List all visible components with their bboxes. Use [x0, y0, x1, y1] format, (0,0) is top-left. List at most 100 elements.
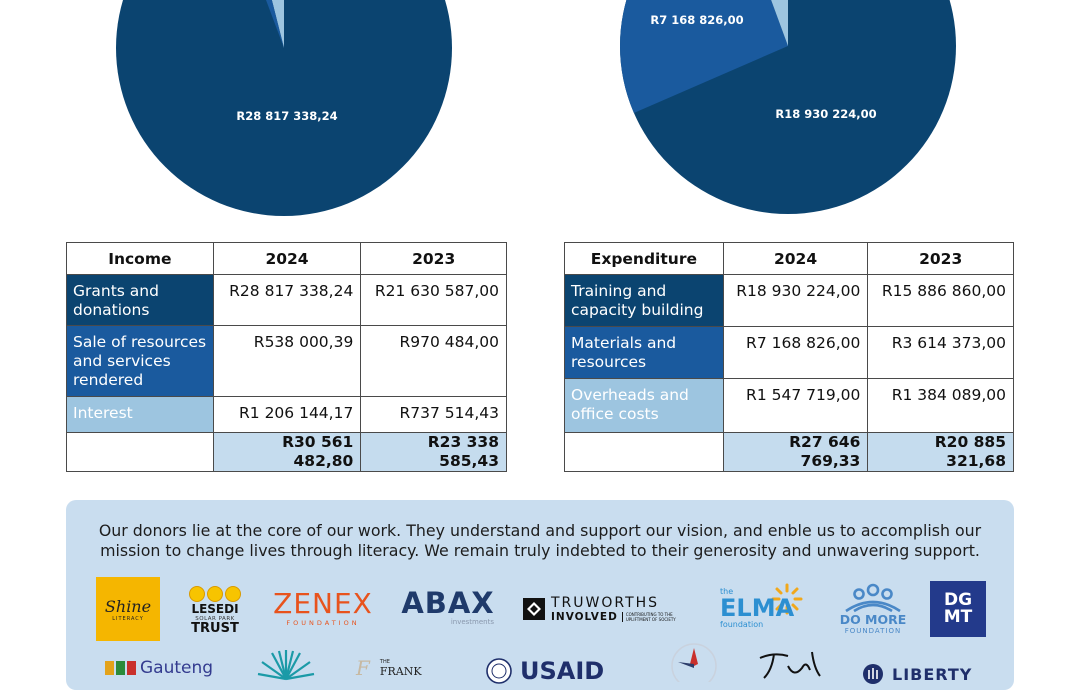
expenditure-total-row: R27 646 769,33 R20 885 321,68	[564, 432, 1014, 472]
expenditure-row-value-2024: R18 930 224,00	[722, 274, 869, 327]
expenditure-header-2024: 2024	[722, 242, 869, 275]
expenditure-total-2023: R20 885 321,68	[867, 432, 1014, 472]
expenditure-table-header-row: Expenditure 2024 2023	[564, 242, 1014, 275]
shine-logo-sub: LITERACY	[112, 615, 144, 622]
donors-panel: Our donors lie at the core of our work. …	[66, 500, 1014, 690]
elma-sun-icon	[771, 583, 803, 615]
expenditure-pie-chart: R7 168 826,00 R18 930 224,00	[620, 0, 956, 214]
table-row: Interest R1 206 144,17 R737 514,43	[66, 396, 507, 433]
lesedi-logo-line2: SOLAR PARK	[195, 615, 235, 622]
income-total-row: R30 561 482,80 R23 338 585,43	[66, 432, 507, 472]
expenditure-row-value-2024: R1 547 719,00	[722, 378, 869, 433]
abax-logo: ABAX investments	[398, 586, 498, 628]
zenex-foundation-logo: ZENEX FOUNDATION	[270, 586, 376, 630]
dgmt-logo-line1: DG	[943, 590, 973, 610]
lesedi-logo-line1: LESEDI	[191, 601, 239, 616]
frank-logo-pre: THE	[379, 658, 390, 665]
expenditure-row-label: Training and capacity building	[564, 274, 724, 327]
truworths-logo-line2: INVOLVED	[551, 610, 618, 623]
do-more-logo-sub: FOUNDATION	[844, 627, 902, 635]
income-table: Income 2024 2023 Grants and donations R2…	[66, 242, 507, 472]
income-table-header-row: Income 2024 2023	[66, 242, 507, 275]
income-header-2023: 2023	[360, 242, 507, 275]
expenditure-row-value-2023: R3 614 373,00	[867, 326, 1014, 379]
gauteng-logo: Gauteng	[104, 656, 224, 680]
income-row-value-2024: R538 000,39	[212, 325, 362, 397]
gauteng-logo-text: Gauteng	[140, 658, 214, 678]
table-row: Materials and resources R7 168 826,00 R3…	[564, 326, 1014, 379]
elma-logo-pre: the	[720, 587, 734, 596]
income-row-label: Sale of resources and services rendered	[66, 325, 214, 397]
lesedi-trust-logo: LESEDI SOLAR PARK TRUST	[184, 580, 246, 640]
expenditure-total-blank	[564, 432, 724, 472]
elma-logo-text: ELMA	[720, 594, 795, 622]
frank-logo: F THE FRANK	[356, 656, 446, 680]
abax-logo-sub: investments	[450, 618, 494, 626]
table-row: Overheads and office costs R1 547 719,00…	[564, 378, 1014, 433]
income-pie-chart: R28 817 338,24	[116, 0, 452, 216]
income-header-2024: 2024	[212, 242, 362, 275]
table-row: Sale of resources and services rendered …	[66, 325, 507, 397]
elma-logo-sub: foundation	[720, 620, 764, 629]
income-total-2024: R30 561 482,80	[212, 432, 362, 472]
truworths-mark-icon	[523, 598, 545, 620]
income-row-label: Interest	[66, 396, 214, 433]
expenditure-pie-label-training: R18 930 224,00	[775, 107, 876, 121]
expenditure-header: Expenditure	[564, 242, 724, 275]
income-row-value-2023: R21 630 587,00	[360, 274, 507, 326]
income-row-value-2023: R737 514,43	[360, 396, 507, 433]
income-pie-slice-interest	[271, 0, 284, 48]
truworths-logo-line1: TRUWORTHS	[551, 594, 660, 611]
do-more-logo-text: DO MORE	[839, 612, 907, 627]
shine-literacy-logo: Shine LITERACY	[96, 577, 160, 641]
income-row-value-2024: R1 206 144,17	[212, 396, 362, 433]
expenditure-pie-slice-overheads	[771, 0, 788, 46]
liberty-mark-icon	[863, 664, 883, 684]
income-row-value-2023: R970 484,00	[360, 325, 507, 397]
do-more-people-icon	[845, 583, 901, 613]
table-row: Grants and donations R28 817 338,24 R21 …	[66, 274, 507, 326]
expenditure-table: Expenditure 2024 2023 Training and capac…	[564, 242, 1014, 472]
income-row-value-2024: R28 817 338,24	[212, 274, 362, 326]
expenditure-row-label: Materials and resources	[564, 326, 724, 379]
liberty-logo: LIBERTY	[862, 662, 982, 686]
lesedi-suns-icon	[189, 585, 241, 602]
zenex-logo-text: ZENEX	[273, 587, 373, 620]
income-pie-label-grants: R28 817 338,24	[236, 109, 337, 123]
liberty-logo-text: LIBERTY	[892, 664, 973, 684]
expenditure-pie-slice-materials	[620, 0, 788, 113]
expenditure-row-value-2023: R15 886 860,00	[867, 274, 1014, 327]
usaid-logo-text: USAID	[520, 657, 605, 685]
table-row: Training and capacity building R18 930 2…	[564, 274, 1014, 327]
gauteng-emblem-icon	[105, 661, 136, 675]
expenditure-header-2023: 2023	[867, 242, 1014, 275]
usaid-seal-icon	[486, 658, 512, 684]
abax-logo-text: ABAX	[401, 586, 495, 620]
income-total-blank	[66, 432, 214, 472]
expenditure-total-2024: R27 646 769,33	[722, 432, 869, 472]
sunburst-logo-icon	[257, 650, 315, 681]
dgmt-logo-line2: MT	[943, 607, 973, 627]
shine-logo-text: Shine	[104, 596, 152, 616]
do-more-foundation-logo: DO MORE FOUNDATION	[836, 579, 910, 639]
frank-logo-mark: F	[356, 656, 370, 680]
frank-logo-text: FRANK	[379, 664, 422, 678]
pie-charts: R28 817 338,24 R7 168 826,00 R18 930 224…	[116, 0, 956, 216]
signature-logo-icon	[759, 651, 821, 679]
donors-statement: Our donors lie at the core of our work. …	[98, 521, 982, 560]
income-pie-slice-grants	[116, 0, 452, 216]
truworths-logo-tag: CONTRIBUTING TO THE UPLIFTMENT OF SOCIET…	[621, 611, 678, 622]
compass-logo-icon	[671, 643, 717, 682]
truworths-involved-logo: TRUWORTHS INVOLVED CONTRIBUTING TO THE U…	[522, 594, 690, 624]
income-pie-slice-sales	[266, 0, 284, 48]
expenditure-row-value-2024: R7 168 826,00	[722, 326, 869, 379]
expenditure-row-label: Overheads and office costs	[564, 378, 724, 433]
income-header: Income	[66, 242, 214, 275]
elma-foundation-logo: the ELMA foundation	[720, 582, 812, 634]
usaid-logo: USAID	[486, 658, 634, 684]
income-total-2023: R23 338 585,43	[360, 432, 507, 472]
income-row-label: Grants and donations	[66, 274, 214, 326]
expenditure-pie-label-materials: R7 168 826,00	[650, 13, 743, 27]
dgmt-logo: DG MT	[930, 581, 986, 637]
zenex-logo-sub: FOUNDATION	[286, 619, 360, 627]
